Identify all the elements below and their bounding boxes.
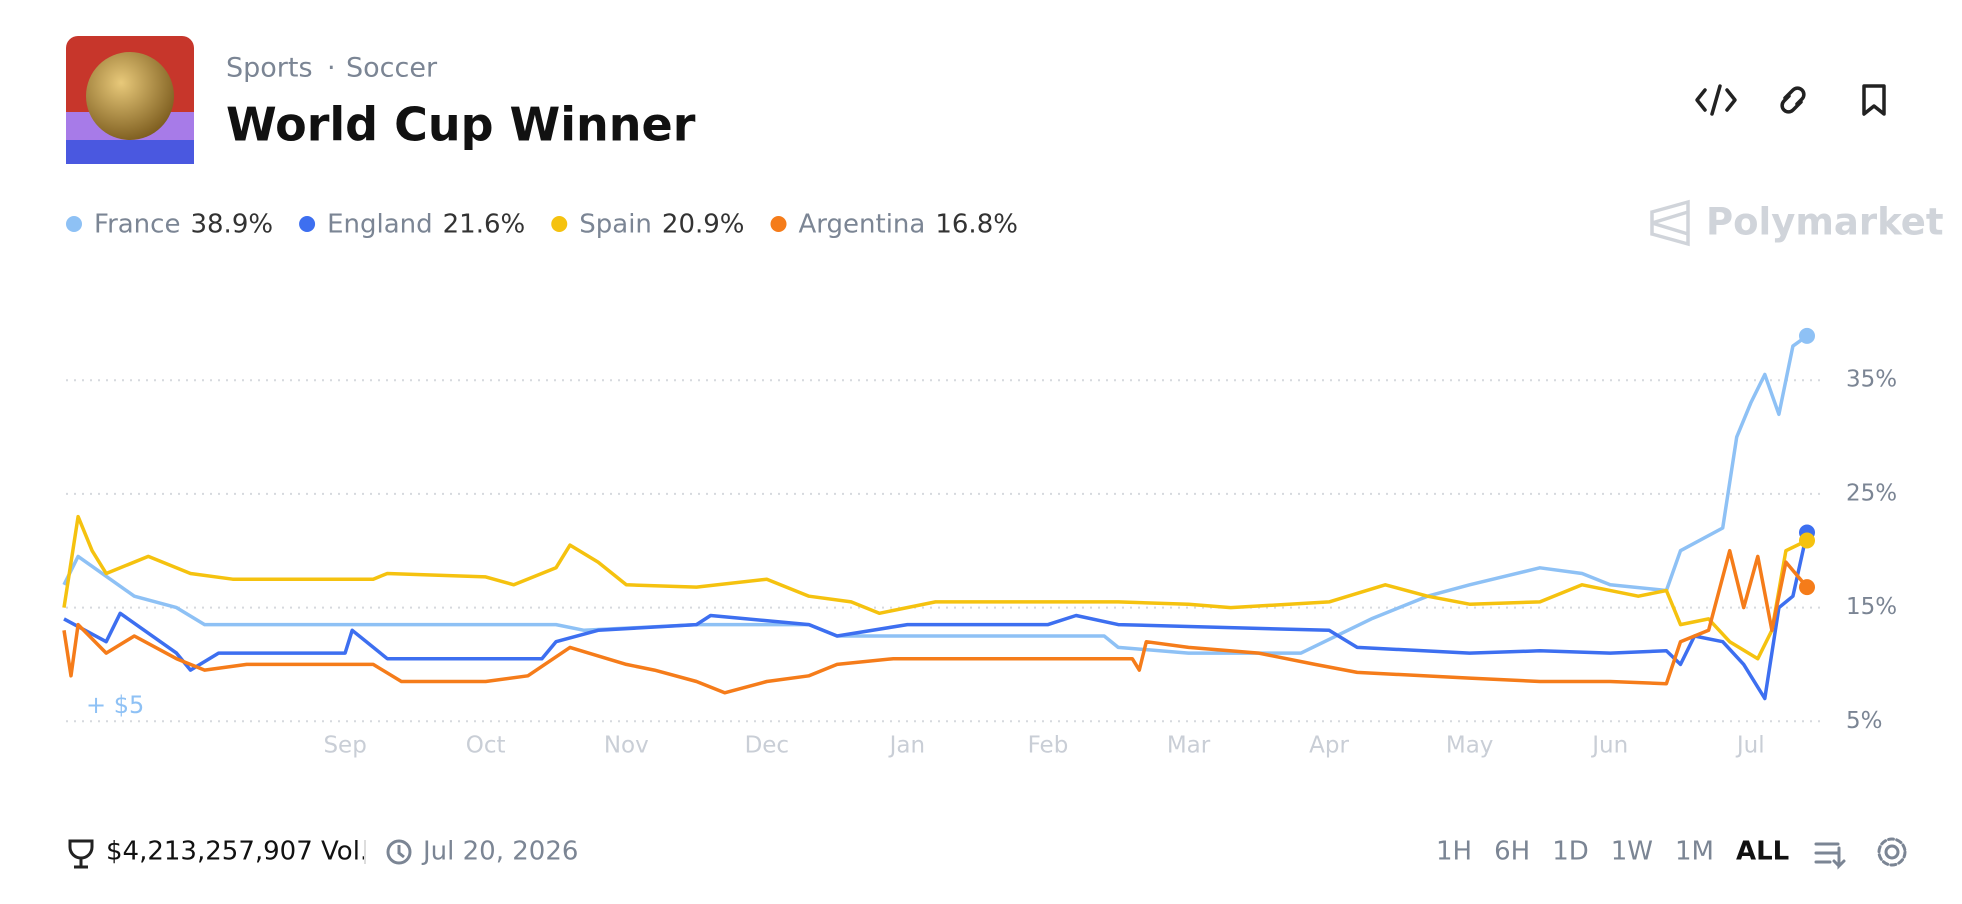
legend-value: 38.9%: [190, 210, 273, 240]
series-line: [62, 514, 1808, 661]
x-tick-label: Oct: [466, 733, 506, 759]
legend-name: France: [94, 210, 180, 240]
range-button[interactable]: 1D: [1552, 837, 1589, 867]
y-tick-label: 35%: [1846, 367, 1897, 393]
brand-logo: Polymarket: [1650, 199, 1944, 247]
series-line: [63, 532, 1809, 701]
x-tick-label: Apr: [1309, 733, 1349, 759]
brand-name: Polymarket: [1706, 201, 1944, 244]
market-icon: [66, 36, 194, 164]
volume-text: $4,213,257,907 Vol.: [106, 837, 368, 867]
series-line: [62, 334, 1809, 655]
legend-value: 21.6%: [443, 210, 526, 240]
legend-dot: [770, 216, 787, 232]
legend-name: England: [327, 210, 433, 240]
y-tick-label: 15%: [1846, 594, 1897, 620]
x-tick-label: Jan: [888, 733, 925, 759]
x-tick-label: Feb: [1028, 733, 1069, 759]
range-button[interactable]: 1H: [1436, 837, 1472, 867]
breadcrumb[interactable]: Sports: [226, 53, 313, 84]
x-tick-label: Mar: [1167, 733, 1211, 759]
link-button[interactable]: [1780, 86, 1806, 114]
range-button[interactable]: 1W: [1611, 837, 1653, 867]
end-dot: [1799, 579, 1815, 596]
legend-value: 20.9%: [662, 210, 745, 240]
range-button[interactable]: ALL: [1736, 837, 1789, 867]
embed-button[interactable]: [1695, 84, 1737, 116]
end-dot: [1799, 327, 1815, 344]
range-button[interactable]: 6H: [1494, 837, 1530, 867]
x-tick-label: Dec: [745, 733, 790, 759]
legend-name: Argentina: [799, 210, 926, 240]
legend-dot: [299, 216, 316, 232]
x-tick-label: Jul: [1735, 733, 1765, 759]
settings-button[interactable]: [1877, 837, 1907, 867]
x-tick-label: May: [1446, 733, 1494, 759]
breadcrumb[interactable]: Soccer: [346, 53, 438, 84]
volume: $4,213,257,907 Vol.: [68, 837, 368, 869]
legend-dot: [66, 216, 82, 232]
annotation: + $5: [86, 691, 144, 719]
market-title: World Cup Winner: [226, 98, 696, 152]
bookmark-button[interactable]: [1862, 84, 1886, 116]
x-tick-label: Sep: [323, 733, 366, 759]
x-tick-label: Jun: [1590, 733, 1628, 759]
range-button[interactable]: 1M: [1675, 837, 1714, 867]
clock-hands: [397, 845, 405, 859]
legend-name: Spain: [579, 210, 652, 240]
end-dot: [1799, 532, 1815, 549]
clock-icon: [386, 839, 412, 865]
end-date: Jul 20, 2026: [421, 837, 578, 867]
y-tick-label: 25%: [1846, 480, 1897, 506]
y-tick-label: 5%: [1846, 708, 1883, 734]
legend-dot: [551, 216, 568, 232]
legend-value: 16.8%: [935, 210, 1018, 240]
breadcrumb-separator: ·: [327, 53, 336, 84]
sort-button[interactable]: [1814, 842, 1846, 870]
x-tick-label: Nov: [604, 733, 649, 759]
series-line: [62, 548, 1809, 695]
